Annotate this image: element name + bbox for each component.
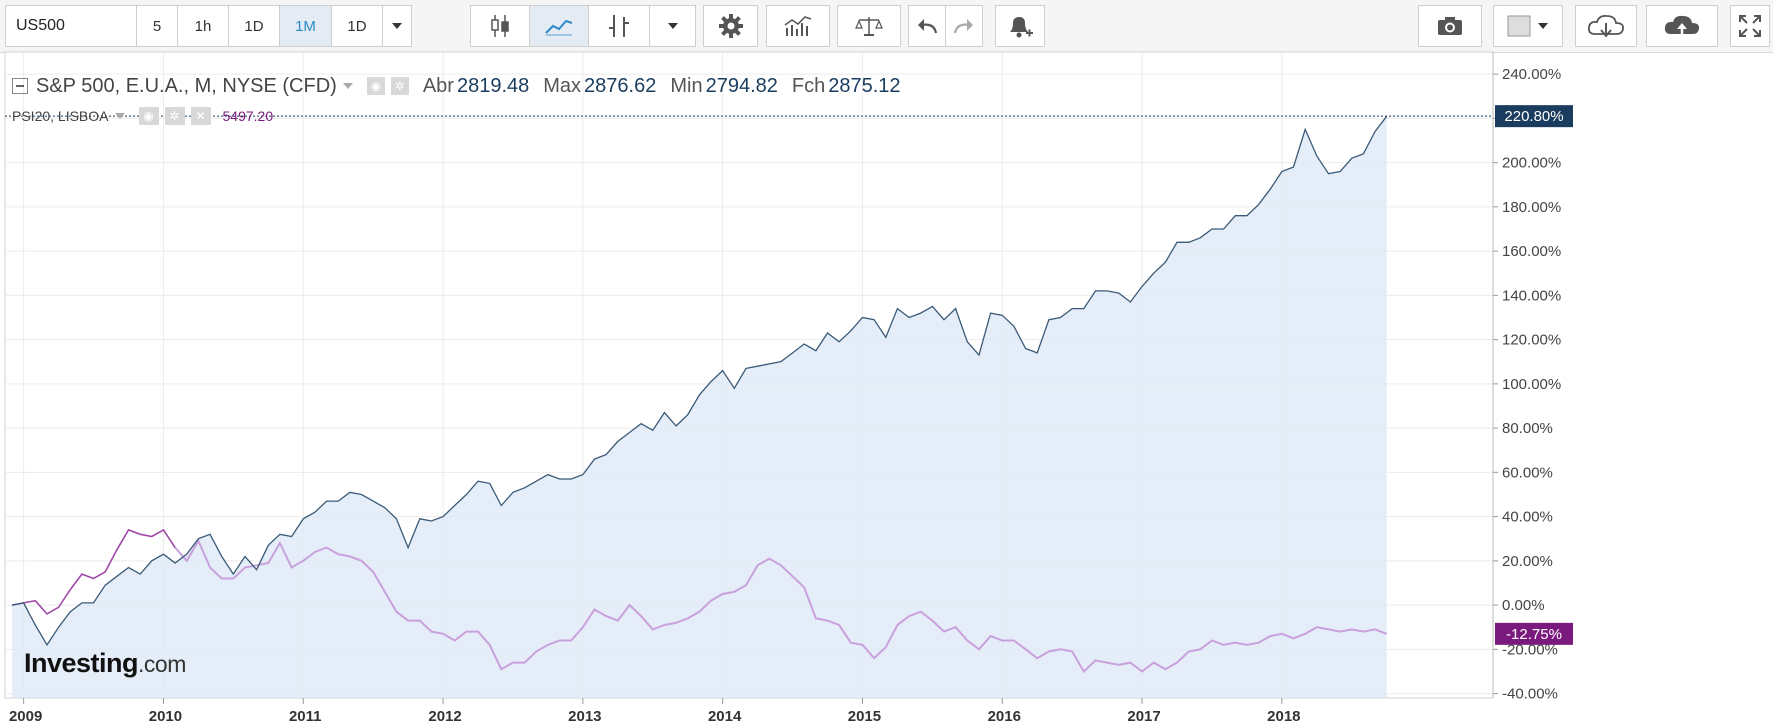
y-tick-label: 80.00% [1502, 420, 1553, 437]
y-tick-label: 180.00% [1502, 199, 1561, 216]
compare-value: 5497.20 [222, 108, 274, 124]
interval-1d-button[interactable]: 1D [228, 5, 280, 47]
close-label: Fch [791, 74, 826, 97]
y-tick-label: -40.00% [1502, 686, 1558, 703]
x-tick-label: 2010 [149, 708, 182, 725]
y-tick-label: 200.00% [1502, 155, 1561, 172]
y-tick-label: 140.00% [1502, 287, 1561, 304]
color-picker-button[interactable] [1493, 5, 1563, 47]
high-label: Max [543, 74, 582, 97]
chart-type-dropdown-button[interactable] [649, 5, 696, 47]
compare-series-legend: PSI20, LISBOA ◉ ✲ ✕ 5497.20 [12, 106, 273, 126]
y-tick-label: -20.00% [1502, 641, 1558, 658]
settings-button[interactable] [703, 5, 758, 47]
psi20-line-early [11, 528, 176, 615]
open-label: Abr [422, 74, 454, 97]
line-chart-icon [545, 19, 573, 36]
investing-logo: Investing.com [24, 648, 186, 678]
y-tick-label: 60.00% [1502, 464, 1553, 481]
gear-icon[interactable]: ✲ [164, 107, 185, 125]
x-tick-label: 2009 [9, 708, 42, 725]
alert-add-icon [1010, 17, 1033, 38]
chevron-down-icon [392, 23, 402, 29]
x-tick-label: 2011 [289, 708, 322, 725]
psi20-last-badge: -12.75% [1506, 626, 1562, 643]
y-tick-label: 20.00% [1502, 553, 1553, 570]
undo-icon [918, 19, 938, 34]
main-series-legend: S&P 500, E.U.A., M, NYSE (CFD) ◉ ✲ Abr 2… [12, 72, 901, 100]
sp500-last-badge-bg [1495, 105, 1573, 128]
chevron-down-icon[interactable] [342, 83, 353, 89]
x-tick-label: 2014 [708, 708, 742, 725]
compare-series-title: PSI20, LISBOA [12, 108, 109, 124]
y-tick-label: 100.00% [1502, 376, 1561, 393]
redo-icon [953, 19, 973, 34]
psi20-line [174, 538, 1388, 674]
close-value: 2875.12 [828, 74, 901, 97]
eye-icon[interactable]: ◉ [138, 107, 159, 125]
gear-icon[interactable]: ✲ [390, 77, 409, 95]
candlestick-chart-button[interactable] [470, 5, 530, 47]
y-tick-label: 40.00% [1502, 509, 1553, 526]
cloud-upload-icon [1664, 15, 1700, 35]
low-label: Min [670, 74, 703, 97]
x-tick-label: 2018 [1267, 708, 1300, 725]
gear-icon [718, 14, 743, 38]
candlestick-icon [491, 15, 509, 37]
open-value: 2819.48 [456, 74, 530, 97]
fullscreen-icon [1739, 15, 1761, 37]
download-button[interactable] [1575, 5, 1637, 47]
y-tick-label: 120.00% [1502, 332, 1561, 349]
cloud-download-icon [1587, 14, 1625, 38]
compare-icon [855, 17, 883, 36]
x-tick-label: 2015 [848, 708, 881, 725]
sp500-line [11, 115, 1388, 647]
camera-icon [1438, 17, 1462, 35]
add-alert-button[interactable] [995, 5, 1045, 47]
close-icon[interactable]: ✕ [190, 107, 211, 125]
upload-button[interactable] [1646, 5, 1718, 47]
line-chart-button[interactable] [529, 5, 589, 47]
interval-1m-button[interactable]: 1M [279, 5, 332, 47]
eye-icon[interactable]: ◉ [366, 77, 385, 95]
undo-button[interactable] [908, 5, 946, 47]
main-series-title: S&P 500, E.U.A., M, NYSE (CFD) [36, 74, 337, 97]
sp500-area [12, 116, 1387, 698]
fullscreen-button[interactable] [1730, 5, 1770, 47]
screenshot-button[interactable] [1418, 5, 1482, 47]
interval-1h-button[interactable]: 1h [177, 5, 229, 47]
low-value: 2794.82 [705, 74, 778, 97]
chevron-down-icon[interactable] [114, 113, 125, 119]
high-value: 2876.62 [584, 74, 657, 97]
indicators-button[interactable] [766, 5, 830, 47]
bar-chart-icon [609, 15, 629, 37]
y-tick-label: 240.00% [1502, 66, 1561, 83]
indicators-icon [784, 16, 812, 36]
y-tick-label: 0.00% [1502, 597, 1545, 614]
chevron-down-icon [667, 23, 678, 29]
interval-1d-custom-button[interactable]: 1D [331, 5, 383, 47]
symbol-input[interactable] [5, 5, 151, 47]
x-tick-label: 2012 [428, 708, 461, 725]
toolbar: 5 1h 1D 1M 1D [0, 0, 1773, 53]
color-box-icon [1507, 15, 1548, 37]
interval-dropdown-button[interactable] [382, 5, 412, 47]
x-tick-label: 2017 [1127, 708, 1160, 725]
y-tick-label: 160.00% [1502, 243, 1561, 260]
psi20-last-badge-bg [1495, 622, 1573, 645]
sp500-last-badge: 220.80% [1504, 108, 1563, 125]
compare-button[interactable] [837, 5, 901, 47]
x-tick-label: 2013 [568, 708, 601, 725]
collapse-icon[interactable] [12, 78, 28, 94]
x-tick-label: 2016 [988, 708, 1021, 725]
redo-button[interactable] [945, 5, 983, 47]
interval-5-button[interactable]: 5 [136, 5, 178, 47]
